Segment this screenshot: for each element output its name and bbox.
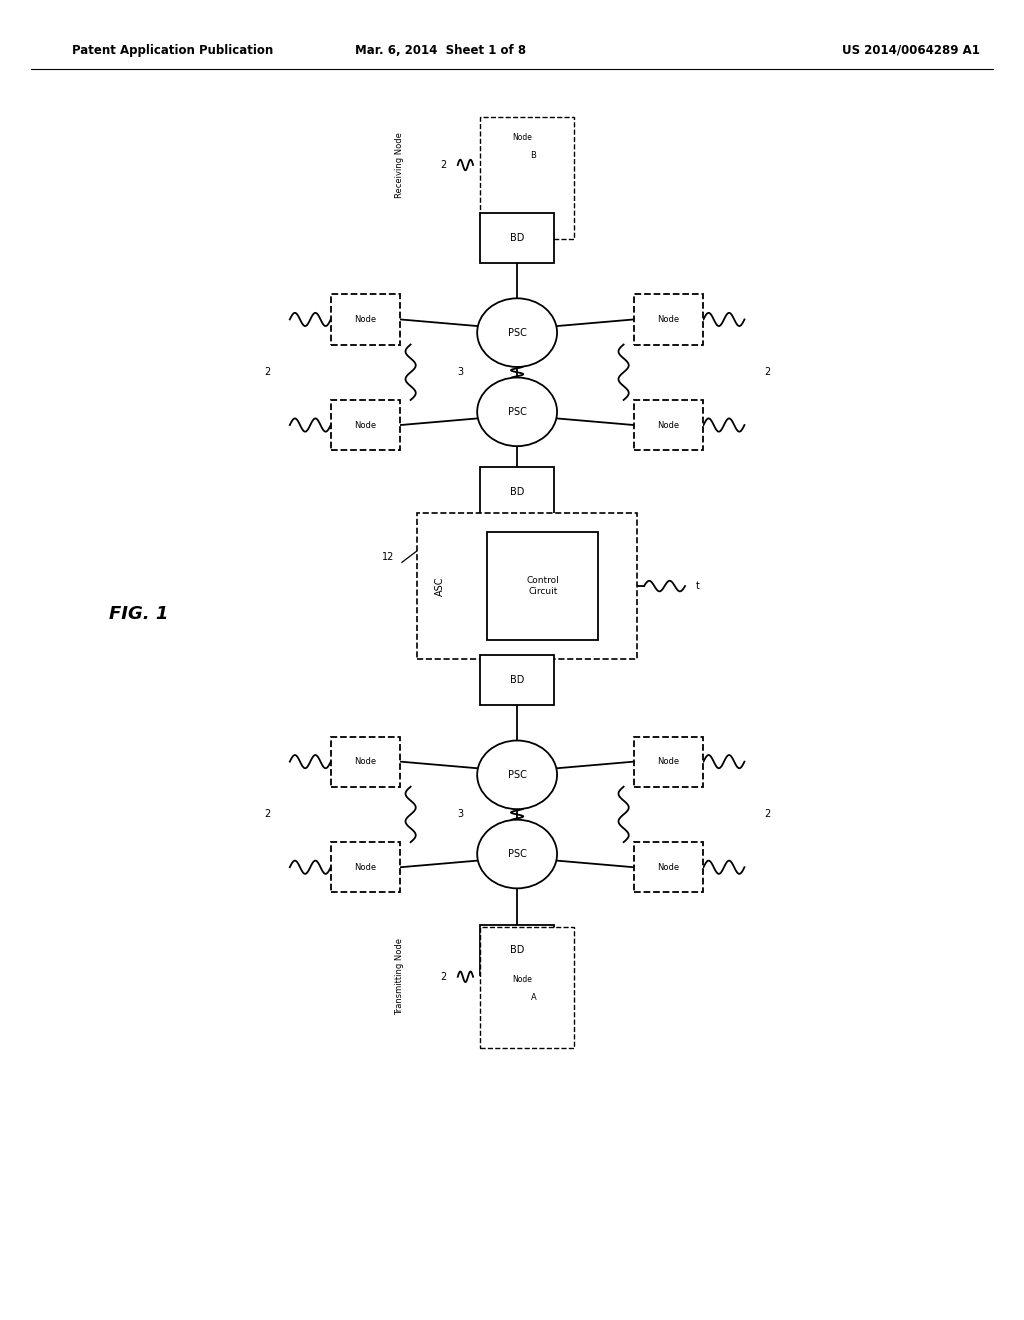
Text: 2: 2 bbox=[264, 367, 270, 378]
Text: t: t bbox=[695, 581, 699, 591]
FancyBboxPatch shape bbox=[480, 117, 574, 239]
FancyBboxPatch shape bbox=[634, 400, 703, 450]
Text: 2: 2 bbox=[264, 809, 270, 820]
FancyBboxPatch shape bbox=[634, 737, 703, 787]
Text: 2: 2 bbox=[764, 809, 770, 820]
FancyBboxPatch shape bbox=[331, 737, 400, 787]
Text: Node: Node bbox=[657, 421, 680, 429]
Text: Node: Node bbox=[354, 315, 377, 323]
Text: PSC: PSC bbox=[508, 849, 526, 859]
Ellipse shape bbox=[477, 298, 557, 367]
Text: BD: BD bbox=[510, 675, 524, 685]
Ellipse shape bbox=[477, 820, 557, 888]
Text: 3: 3 bbox=[458, 367, 464, 378]
Text: BD: BD bbox=[510, 487, 524, 498]
Text: 3: 3 bbox=[458, 809, 464, 820]
Text: US 2014/0064289 A1: US 2014/0064289 A1 bbox=[843, 44, 980, 57]
Text: Control
Circuit: Control Circuit bbox=[526, 577, 559, 595]
Ellipse shape bbox=[477, 741, 557, 809]
FancyBboxPatch shape bbox=[480, 655, 554, 705]
Text: PSC: PSC bbox=[508, 407, 526, 417]
Text: Node: Node bbox=[512, 133, 532, 141]
FancyBboxPatch shape bbox=[418, 513, 637, 659]
FancyBboxPatch shape bbox=[634, 294, 703, 345]
Text: Receiving Node: Receiving Node bbox=[395, 132, 403, 198]
Text: Node: Node bbox=[512, 975, 532, 983]
FancyBboxPatch shape bbox=[480, 213, 554, 263]
Text: ASC: ASC bbox=[435, 577, 444, 595]
Text: BD: BD bbox=[510, 232, 524, 243]
Text: Node: Node bbox=[354, 421, 377, 429]
FancyBboxPatch shape bbox=[480, 467, 554, 517]
Text: 12: 12 bbox=[382, 552, 395, 562]
Text: A: A bbox=[530, 994, 537, 1002]
Text: Node: Node bbox=[657, 758, 680, 766]
Text: PSC: PSC bbox=[508, 770, 526, 780]
FancyBboxPatch shape bbox=[331, 842, 400, 892]
FancyBboxPatch shape bbox=[480, 925, 554, 975]
Text: PSC: PSC bbox=[508, 327, 526, 338]
Text: Patent Application Publication: Patent Application Publication bbox=[72, 44, 273, 57]
FancyBboxPatch shape bbox=[331, 400, 400, 450]
Text: Node: Node bbox=[354, 758, 377, 766]
FancyBboxPatch shape bbox=[331, 294, 400, 345]
Text: FIG. 1: FIG. 1 bbox=[109, 605, 168, 623]
Text: Node: Node bbox=[354, 863, 377, 871]
FancyBboxPatch shape bbox=[634, 842, 703, 892]
Text: 2: 2 bbox=[440, 160, 446, 170]
Text: Transmitting Node: Transmitting Node bbox=[395, 939, 403, 1015]
Text: BD: BD bbox=[510, 945, 524, 956]
Text: 2: 2 bbox=[440, 972, 446, 982]
FancyBboxPatch shape bbox=[487, 532, 598, 640]
FancyBboxPatch shape bbox=[480, 927, 574, 1048]
Text: Mar. 6, 2014  Sheet 1 of 8: Mar. 6, 2014 Sheet 1 of 8 bbox=[354, 44, 526, 57]
Ellipse shape bbox=[477, 378, 557, 446]
Text: Node: Node bbox=[657, 863, 680, 871]
Text: B: B bbox=[530, 152, 537, 160]
Text: 2: 2 bbox=[764, 367, 770, 378]
Text: Node: Node bbox=[657, 315, 680, 323]
